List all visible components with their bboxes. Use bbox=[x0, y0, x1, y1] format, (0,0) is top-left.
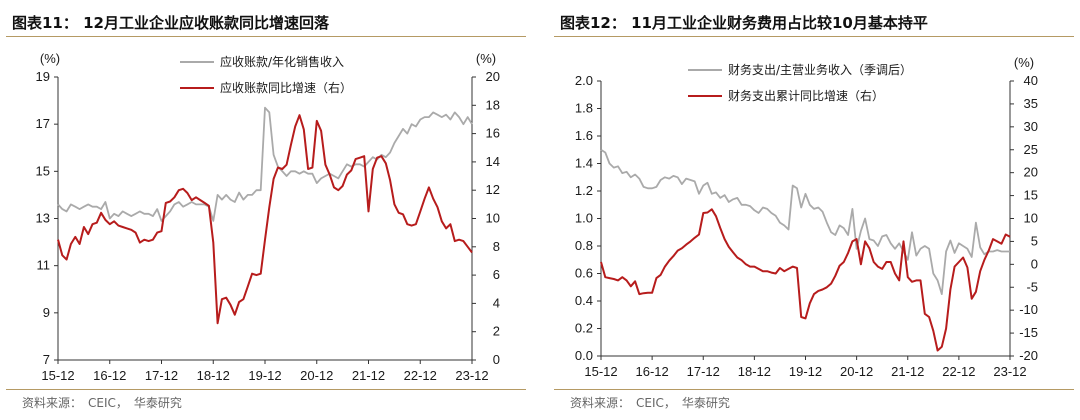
chart-financial-expense: (%) 0.0 0.2 0.4 0.6 0.8 1.0 1.2 1.4 1.6 1.8 2.0 -20 -… bbox=[575, 55, 1038, 379]
left-tick-label: 17 bbox=[36, 116, 50, 131]
chart-panel-financial-expense: 图表12： 11月工业企业财务费用占比较10月基本持平 (%) 0.0 0.2 0.4… bbox=[548, 0, 1080, 420]
source-note: 资料来源： CEIC， 华泰研究 bbox=[22, 394, 188, 411]
legend-label: 财务支出累计同比增速（右） bbox=[728, 88, 884, 103]
x-tick-label: 20-12 bbox=[300, 368, 333, 383]
left-tick-label: 1.2 bbox=[575, 183, 593, 198]
right-tick-label: 25 bbox=[1024, 142, 1038, 157]
legend-label: 应收账款同比增速（右） bbox=[220, 80, 352, 95]
right-tick-label: -20 bbox=[1019, 348, 1038, 363]
source-huatai: 华泰研究 bbox=[133, 396, 182, 410]
right-axis-unit: (%) bbox=[1014, 55, 1034, 70]
x-tick-label: 17-12 bbox=[145, 368, 178, 383]
chart-receivables: (%) (%) 7 9 11 13 15 17 19 0 2 4 6 8 10 12 14 16 18 20 15-12… bbox=[36, 51, 500, 383]
right-tick-label: 0 bbox=[1031, 256, 1038, 271]
source-label: 资料来源： bbox=[570, 396, 631, 410]
x-tick-label: 21-12 bbox=[352, 368, 385, 383]
x-tick-label: 19-12 bbox=[789, 364, 822, 379]
footer-divider bbox=[554, 389, 1074, 390]
left-tick-label: 1.4 bbox=[575, 156, 593, 171]
right-tick-label: 35 bbox=[1024, 96, 1038, 111]
left-tick-label: 2.0 bbox=[575, 73, 593, 88]
x-tick-label: 16-12 bbox=[636, 364, 669, 379]
right-tick-label: 40 bbox=[1024, 73, 1038, 88]
left-tick-label: 1.0 bbox=[575, 211, 593, 226]
left-tick-label: 9 bbox=[43, 305, 50, 320]
right-tick-label: 6 bbox=[493, 267, 500, 282]
left-tick-label: 0.8 bbox=[575, 238, 593, 253]
left-tick-label: 11 bbox=[37, 258, 51, 273]
right-tick-label: 14 bbox=[486, 154, 500, 169]
title-divider bbox=[554, 36, 1074, 37]
right-tick-label: 10 bbox=[486, 211, 500, 226]
left-tick-label: 0.6 bbox=[575, 266, 593, 281]
source-label: 资料来源： bbox=[22, 396, 83, 410]
right-tick-label: 12 bbox=[486, 182, 500, 197]
right-tick-label: -10 bbox=[1019, 302, 1038, 317]
legend-label: 财务支出/主营业务收入（季调后） bbox=[728, 62, 912, 77]
right-tick-label: 20 bbox=[1024, 165, 1038, 180]
x-tick-label: 19-12 bbox=[248, 368, 281, 383]
right-tick-label: 4 bbox=[493, 295, 500, 310]
source-ceic: CEIC， bbox=[636, 396, 676, 410]
right-tick-label: 15 bbox=[1024, 188, 1038, 203]
x-tick-label: 15-12 bbox=[41, 368, 74, 383]
chart-title: 图表11： 12月工业企业应收账款同比增速回落 bbox=[12, 14, 329, 32]
x-tick-label: 20-12 bbox=[840, 364, 873, 379]
x-tick-label: 22-12 bbox=[404, 368, 437, 383]
right-tick-label: 30 bbox=[1024, 119, 1038, 134]
right-tick-label: 18 bbox=[486, 97, 500, 112]
series-line-secondary bbox=[57, 114, 473, 325]
x-tick-label: 23-12 bbox=[993, 364, 1026, 379]
title-divider bbox=[6, 36, 526, 37]
source-note: 资料来源： CEIC， 华泰研究 bbox=[570, 394, 736, 411]
left-axis-unit: (%) bbox=[40, 51, 60, 66]
left-tick-label: 7 bbox=[43, 352, 50, 367]
x-tick-label: 18-12 bbox=[738, 364, 771, 379]
left-tick-label: 13 bbox=[36, 211, 50, 226]
x-tick-label: 17-12 bbox=[687, 364, 720, 379]
left-tick-label: 0.4 bbox=[575, 293, 593, 308]
series-line-secondary bbox=[600, 208, 1011, 352]
x-tick-label: 21-12 bbox=[891, 364, 924, 379]
left-tick-label: 1.8 bbox=[575, 101, 593, 116]
series-line-primary bbox=[600, 149, 1010, 296]
right-tick-label: 0 bbox=[493, 352, 500, 367]
right-axis-unit: (%) bbox=[476, 51, 496, 66]
footer-divider bbox=[6, 389, 526, 390]
left-tick-label: 1.6 bbox=[575, 128, 593, 143]
legend-label: 应收账款/年化销售收入 bbox=[220, 54, 344, 69]
series-line-primary bbox=[57, 106, 473, 222]
chart-panel-receivables: 图表11： 12月工业企业应收账款同比增速回落 (%) (%) 7 9 11 13 15 17… bbox=[0, 0, 532, 420]
right-tick-label: 20 bbox=[486, 69, 500, 84]
x-tick-label: 18-12 bbox=[197, 368, 230, 383]
right-tick-label: -15 bbox=[1019, 325, 1038, 340]
x-tick-label: 23-12 bbox=[455, 368, 488, 383]
x-tick-label: 16-12 bbox=[93, 368, 126, 383]
left-tick-label: 15 bbox=[36, 163, 50, 178]
right-tick-label: 10 bbox=[1024, 211, 1038, 226]
left-tick-label: 0.0 bbox=[575, 348, 593, 363]
right-tick-label: 2 bbox=[493, 324, 500, 339]
x-tick-label: 15-12 bbox=[584, 364, 617, 379]
left-tick-label: 0.2 bbox=[575, 321, 593, 336]
right-tick-label: 5 bbox=[1031, 233, 1038, 248]
source-huatai: 华泰研究 bbox=[681, 396, 730, 410]
right-tick-label: -5 bbox=[1026, 279, 1038, 294]
x-tick-label: 22-12 bbox=[942, 364, 975, 379]
left-tick-label: 19 bbox=[36, 69, 50, 84]
right-tick-label: 8 bbox=[493, 239, 500, 254]
chart-title: 图表12： 11月工业企业财务费用占比较10月基本持平 bbox=[560, 14, 928, 32]
right-tick-label: 16 bbox=[486, 126, 500, 141]
source-ceic: CEIC， bbox=[88, 396, 128, 410]
